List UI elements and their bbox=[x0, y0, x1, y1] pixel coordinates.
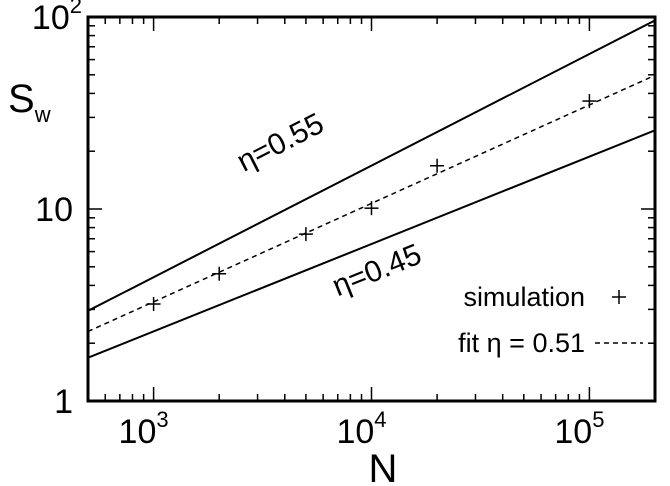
plot-frame bbox=[86, 15, 657, 403]
legend-marker-plus bbox=[612, 290, 626, 304]
series-lines bbox=[88, 19, 655, 359]
x-tick-label-0-base: 10 bbox=[119, 413, 157, 451]
legend-label-fit: fit η = 0.51 bbox=[458, 328, 585, 358]
x-tick-label-2-exp: 5 bbox=[592, 407, 604, 432]
x-tick-label-2-base: 10 bbox=[554, 413, 592, 451]
data-point-2 bbox=[298, 227, 313, 242]
bound-line-3 bbox=[88, 129, 655, 359]
x-tick-label-1-base: 10 bbox=[336, 413, 374, 451]
data-point-0 bbox=[146, 297, 161, 312]
bound-line-2 bbox=[88, 19, 655, 312]
x-axis-label: N bbox=[369, 447, 398, 486]
y-tick-label-2: 102 bbox=[32, 0, 82, 37]
annotation-eta-1: η=0.45 bbox=[328, 238, 426, 303]
x-tick-label-0: 103 bbox=[119, 407, 169, 451]
y-tick-label-0: 1 bbox=[54, 383, 73, 421]
y-axis-label-main: S bbox=[8, 77, 35, 121]
y-tick-label-2-base: 10 bbox=[32, 0, 70, 37]
annotation-eta-0: η=0.55 bbox=[232, 107, 329, 179]
legend: simulation fit η = 0.51 bbox=[458, 282, 643, 358]
y-tick-label-2-exp: 2 bbox=[70, 0, 82, 18]
data-point-1 bbox=[212, 266, 227, 281]
legend-label-simulation: simulation bbox=[463, 282, 585, 312]
fit-line bbox=[88, 74, 655, 333]
data-point-5 bbox=[582, 94, 597, 109]
simulation-markers bbox=[146, 94, 597, 312]
x-tick-label-1-exp: 4 bbox=[374, 407, 386, 432]
data-point-4 bbox=[430, 158, 445, 173]
y-axis-label-sub: w bbox=[34, 102, 51, 127]
annotations: η=0.55 η=0.45 bbox=[232, 107, 426, 303]
x-tick-label-1: 104 bbox=[336, 407, 386, 451]
x-tick-label-0-exp: 3 bbox=[156, 407, 168, 432]
x-tick-label-2: 105 bbox=[554, 407, 604, 451]
y-axis-label: Sw bbox=[8, 77, 51, 127]
data-point-3 bbox=[364, 201, 379, 216]
y-tick-label-1: 10 bbox=[35, 191, 73, 229]
